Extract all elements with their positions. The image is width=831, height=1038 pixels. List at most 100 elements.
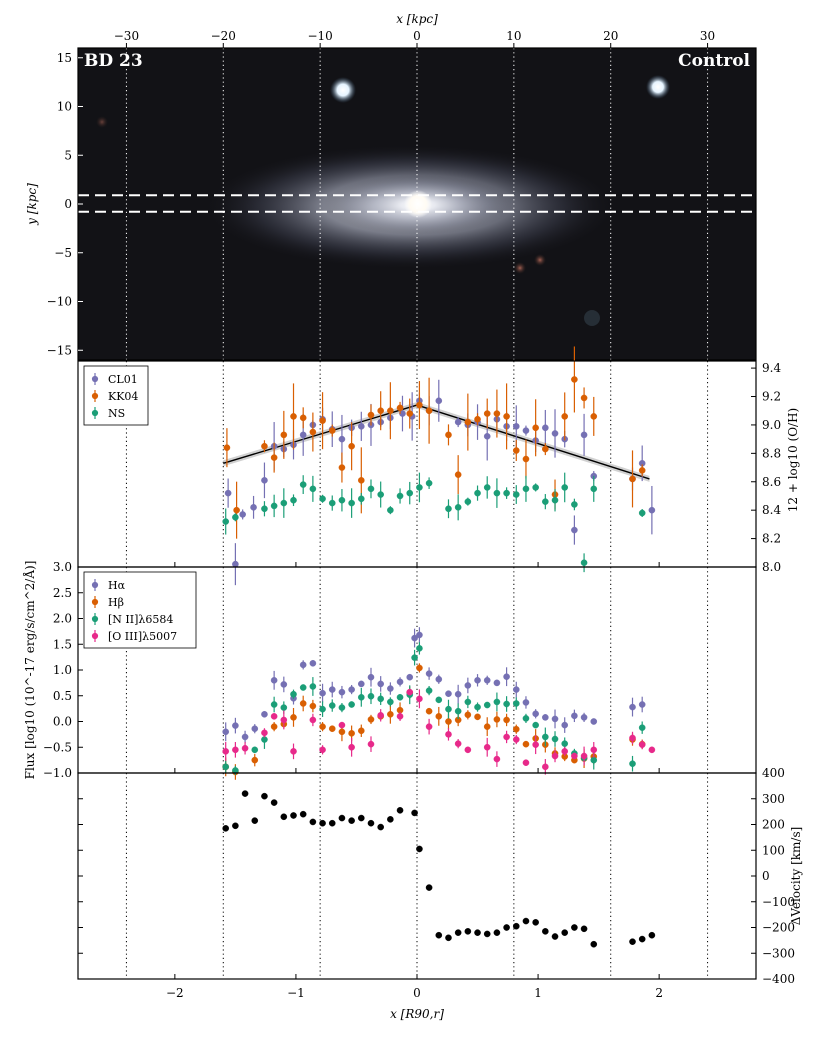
data-point (562, 413, 568, 419)
data-point (234, 507, 240, 513)
data-point (349, 744, 355, 750)
foreground-star-right (646, 75, 670, 99)
data-point (484, 677, 490, 683)
data-point (591, 718, 597, 724)
data-point (639, 936, 645, 942)
data-point (513, 923, 519, 929)
data-point (552, 736, 558, 742)
data-point (542, 446, 548, 452)
data-point (445, 731, 451, 737)
data-point (300, 684, 306, 690)
right-tick-label: 9.4 (762, 361, 781, 375)
data-point (465, 499, 471, 505)
data-point (426, 408, 432, 414)
right-tick-label: 8.0 (762, 560, 781, 574)
data-point (397, 405, 403, 411)
galaxy-core (404, 190, 432, 218)
image-y-tick-label: 10 (57, 100, 72, 114)
left-tick-label: 3.0 (53, 560, 72, 574)
data-point (358, 423, 364, 429)
image-y-axis-title: y [kpc] (25, 183, 39, 226)
left-tick-label: 2.5 (53, 586, 72, 600)
left-tick-label: −0.5 (43, 740, 72, 754)
data-point (513, 447, 519, 453)
data-point (329, 500, 335, 506)
data-point (329, 726, 335, 732)
data-point (513, 423, 519, 429)
data-point (378, 681, 384, 687)
data-point (465, 928, 471, 934)
data-point (445, 691, 451, 697)
data-point (349, 701, 355, 707)
data-point (533, 919, 539, 925)
left-tick-label: 1.0 (53, 663, 72, 677)
data-point (225, 490, 231, 496)
legend-label: KK04 (108, 390, 138, 403)
data-point (242, 734, 248, 740)
data-point (368, 486, 374, 492)
data-point (378, 824, 384, 830)
data-point (300, 662, 306, 668)
data-point (494, 716, 500, 722)
data-point (533, 711, 539, 717)
data-point (426, 671, 432, 677)
right-tick-label: 200 (762, 818, 785, 832)
data-point (523, 428, 529, 434)
right-tick-label: 0 (762, 869, 770, 883)
data-point (416, 645, 422, 651)
galaxy-id-label: BD 23 (84, 51, 143, 71)
data-point (484, 410, 490, 416)
image-y-tick-label: −10 (47, 295, 72, 309)
data-point (581, 395, 587, 401)
data-point (474, 490, 480, 496)
data-point (329, 820, 335, 826)
flux-panel: 2.5 2.0 1.5 1.0 0.5 0.0 −0.5 −1.0 Flux [log10 (… (22, 561, 756, 780)
data-point (503, 717, 509, 723)
data-point (290, 691, 296, 697)
data-point (368, 741, 374, 747)
data-point (358, 477, 364, 483)
data-point (465, 712, 471, 718)
data-point (339, 689, 345, 695)
data-point (387, 699, 393, 705)
data-point (310, 717, 316, 723)
data-point (474, 704, 480, 710)
galaxy-image-panel: −30 −20 −10 0 10 20 30 15 10 5 0 −5 −10 −15 BD 23 Co… (25, 12, 756, 360)
data-point (232, 561, 238, 567)
data-point (339, 464, 345, 470)
data-point (474, 416, 480, 422)
velocity-frame (78, 773, 756, 979)
data-point (571, 713, 577, 719)
data-point (387, 408, 393, 414)
bottom-tick-label: 1 (534, 986, 542, 1000)
legend-marker (92, 599, 98, 605)
data-point (465, 682, 471, 688)
data-point (223, 764, 229, 770)
data-point (639, 467, 645, 473)
velocity-points (223, 791, 655, 948)
top-x-axis: −30 −20 −10 0 10 20 30 (114, 29, 715, 48)
data-point (349, 500, 355, 506)
data-point (349, 818, 355, 824)
data-point (542, 928, 548, 934)
data-point (387, 711, 393, 717)
data-point (552, 753, 558, 759)
data-point (513, 491, 519, 497)
right-tick-label: 400 (762, 766, 785, 780)
data-point (290, 413, 296, 419)
right-tick-label: 8.8 (762, 446, 781, 460)
bottom-tick-label: −1 (287, 986, 305, 1000)
data-point (281, 704, 287, 710)
data-point (339, 497, 345, 503)
data-point (494, 680, 500, 686)
data-point (271, 677, 277, 683)
left-tick-label: 2.0 (53, 612, 72, 626)
data-point (436, 697, 442, 703)
data-point (310, 703, 316, 709)
data-point (474, 714, 480, 720)
data-point (484, 702, 490, 708)
right-tick-label: −400 (762, 972, 795, 986)
data-point (436, 932, 442, 938)
data-point (261, 506, 267, 512)
left-tick-label: −1.0 (43, 766, 72, 780)
